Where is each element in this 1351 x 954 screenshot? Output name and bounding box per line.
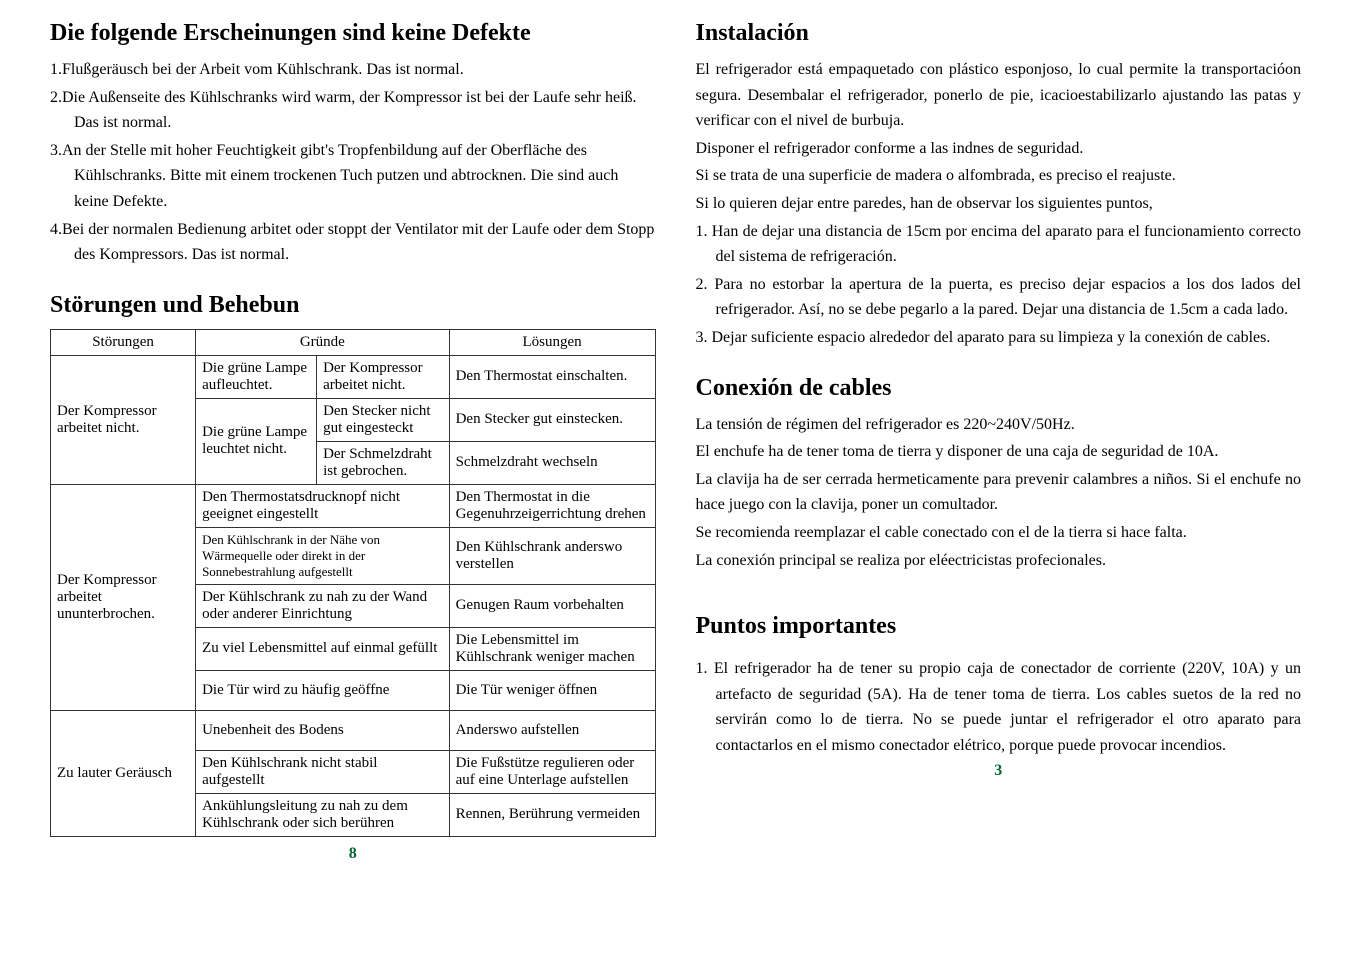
cell: Die Tür weniger öffnen xyxy=(449,670,655,710)
install-para: Si lo quieren dejar entre paredes, han d… xyxy=(696,191,1302,217)
install-item: 2. Para no estorbar la apertura de la pu… xyxy=(696,272,1302,323)
cable-para: La clavija ha de ser cerrada hermeticame… xyxy=(696,467,1302,518)
th-loesungen: Lösungen xyxy=(449,329,655,355)
cell: Den Thermostat in die Gegenuhrzeigerrich… xyxy=(449,484,655,527)
cell: Ankühlungsleitung zu nah zu dem Kühlschr… xyxy=(196,793,450,836)
cell: Den Kühlschrank nicht stabil aufgestellt xyxy=(196,750,450,793)
table-row: Der Kompressor arbeitet nicht. Die grüne… xyxy=(51,355,656,398)
cell: Die Fußstütze regulieren oder auf eine U… xyxy=(449,750,655,793)
install-item: 3. Dejar suficiente espacio alrededor de… xyxy=(696,325,1302,351)
cell: Zu viel Lebensmittel auf einmal gefüllt xyxy=(196,627,450,670)
cell: Rennen, Berührung vermeiden xyxy=(449,793,655,836)
cell: Die Lebensmittel im Kühlschrank weniger … xyxy=(449,627,655,670)
install-para: Si se trata de una superficie de madera … xyxy=(696,163,1302,189)
cell: Die Tür wird zu häufig geöffne xyxy=(196,670,450,710)
page-number-left: 8 xyxy=(50,845,656,863)
install-para: El refrigerador está empaquetado con plá… xyxy=(696,57,1302,134)
cell: Der Kompressor arbeitet nicht. xyxy=(51,355,196,484)
page-number-right: 3 xyxy=(696,762,1302,780)
cell: Der Kompressor arbeitet nicht. xyxy=(317,355,450,398)
right-heading-2: Conexión de cables xyxy=(696,375,1302,402)
cell: Den Thermostatsdrucknopf nicht geeignet … xyxy=(196,484,450,527)
install-para: Disponer el refrigerador conforme a las … xyxy=(696,136,1302,162)
cell: Den Kühlschrank in der Nähe von Wärmeque… xyxy=(196,527,450,584)
defect-item: 3.An der Stelle mit hoher Feuchtigkeit g… xyxy=(50,138,656,215)
cable-para: La tensión de régimen del refrigerador e… xyxy=(696,412,1302,438)
cable-para: Se recomienda reemplazar el cable conect… xyxy=(696,520,1302,546)
left-column: Die folgende Erscheinungen sind keine De… xyxy=(30,20,676,934)
install-item: 1. Han de dejar una distancia de 15cm po… xyxy=(696,219,1302,270)
cell: Den Thermostat einschalten. xyxy=(449,355,655,398)
cable-para: El enchufe ha de tener toma de tierra y … xyxy=(696,439,1302,465)
cable-para: La conexión principal se realiza por elé… xyxy=(696,548,1302,574)
table-row: Zu lauter Geräusch Unebenheit des Bodens… xyxy=(51,710,656,750)
cell: Schmelzdraht wechseln xyxy=(449,441,655,484)
cell: Genugen Raum vorbehalten xyxy=(449,584,655,627)
important-item: 1. El refrigerador ha de tener su propio… xyxy=(696,656,1302,758)
cell: Der Kompressor arbeitet ununterbrochen. xyxy=(51,484,196,710)
cell: Anderswo aufstellen xyxy=(449,710,655,750)
table-header-row: Störungen Gründe Lösungen xyxy=(51,329,656,355)
cell: Zu lauter Geräusch xyxy=(51,710,196,836)
right-column: Instalación El refrigerador está empaque… xyxy=(676,20,1322,934)
troubleshooting-table: Störungen Gründe Lösungen Der Kompressor… xyxy=(50,329,656,837)
defect-item: 1.Flußgeräusch bei der Arbeit vom Kühlsc… xyxy=(50,57,656,83)
cell: Die grüne Lampe leuchtet nicht. xyxy=(196,398,317,484)
right-heading-3: Puntos importantes xyxy=(696,613,1302,640)
right-heading-1: Instalación xyxy=(696,20,1302,47)
th-gruende: Gründe xyxy=(196,329,450,355)
cell: Unebenheit des Bodens xyxy=(196,710,450,750)
th-stoerungen: Störungen xyxy=(51,329,196,355)
cell: Den Kühlschrank anderswo verstellen xyxy=(449,527,655,584)
left-heading-1: Die folgende Erscheinungen sind keine De… xyxy=(50,20,656,47)
cell: Die grüne Lampe aufleuchtet. xyxy=(196,355,317,398)
defect-item: 2.Die Außenseite des Kühlschranks wird w… xyxy=(50,85,656,136)
defects-list: 1.Flußgeräusch bei der Arbeit vom Kühlsc… xyxy=(50,57,656,268)
table-row: Der Kompressor arbeitet ununterbrochen. … xyxy=(51,484,656,527)
cell: Den Stecker gut einstecken. xyxy=(449,398,655,441)
cell: Den Stecker nicht gut eingesteckt xyxy=(317,398,450,441)
cell: Der Schmelzdraht ist gebrochen. xyxy=(317,441,450,484)
defect-item: 4.Bei der normalen Bedienung arbitet ode… xyxy=(50,217,656,268)
left-heading-2: Störungen und Behebun xyxy=(50,292,656,319)
cell: Der Kühlschrank zu nah zu der Wand oder … xyxy=(196,584,450,627)
